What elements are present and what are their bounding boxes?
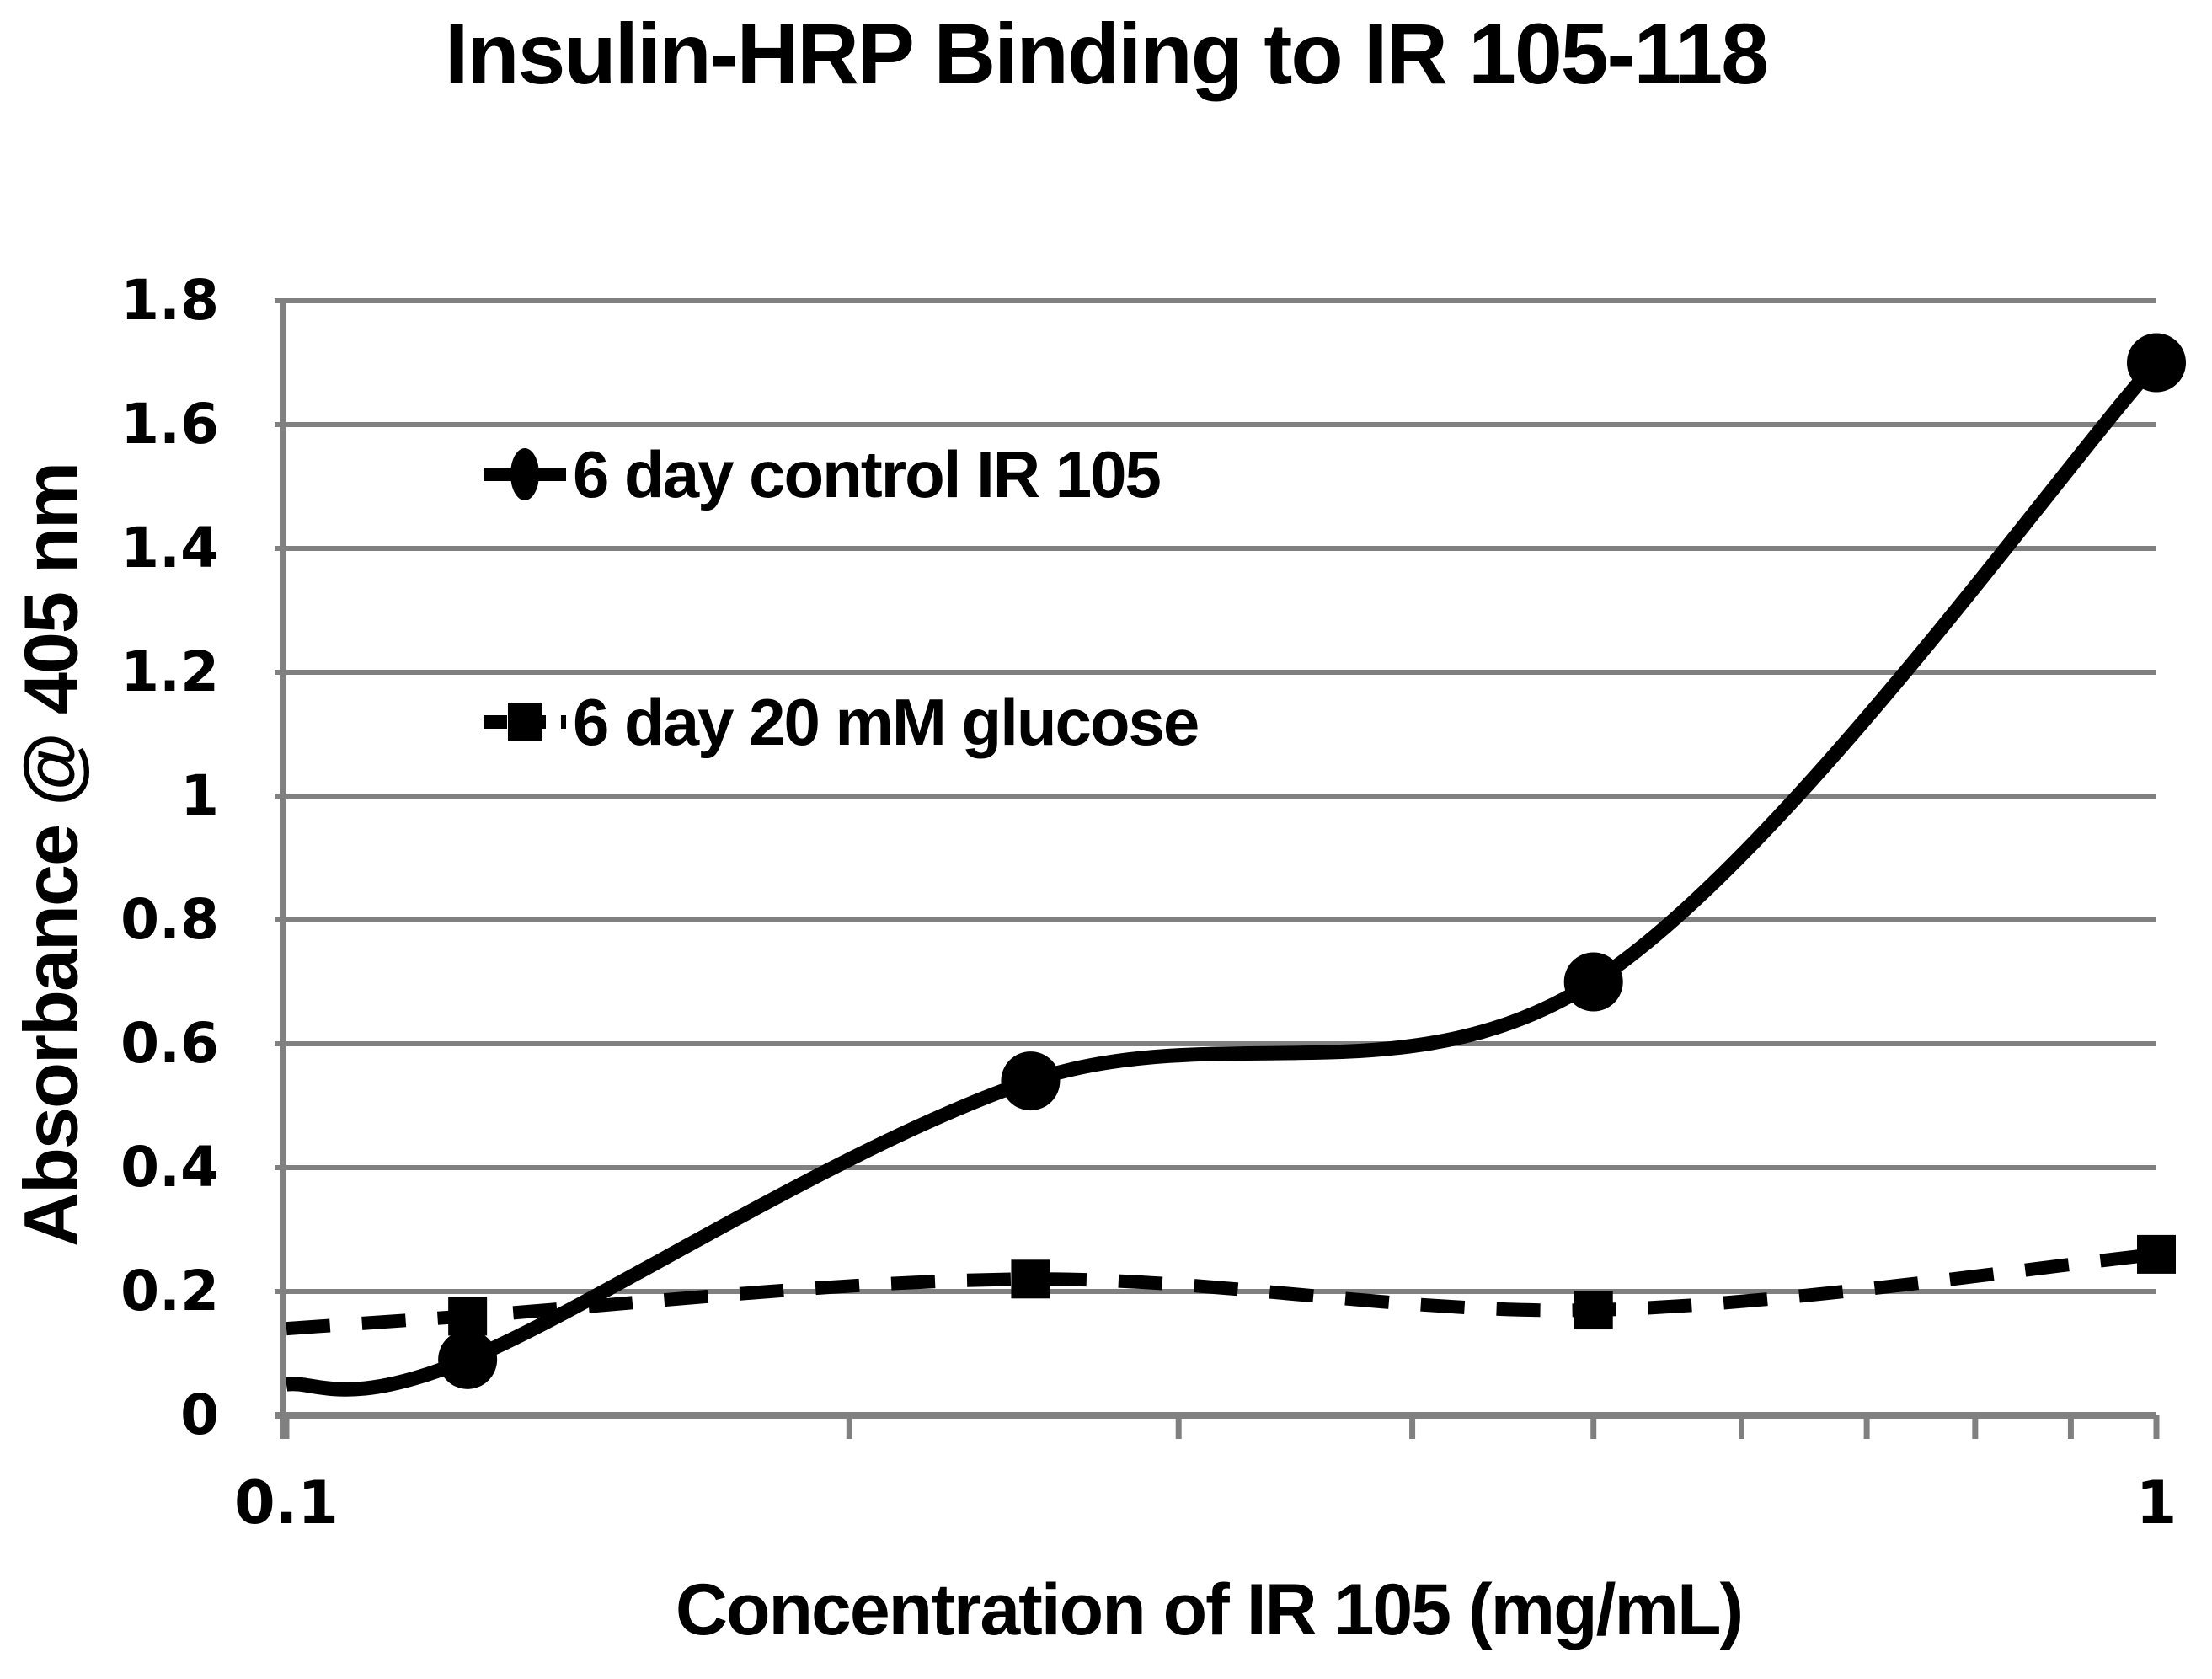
y-tick-label: 0 [180, 1382, 219, 1447]
marker-circle [1563, 952, 1623, 1012]
marker-circle [2127, 333, 2186, 393]
marker-square [1011, 1259, 1050, 1299]
x-tick-label: 1 [2135, 1468, 2177, 1537]
marker-square [1574, 1291, 1613, 1330]
marker-circle [438, 1329, 498, 1389]
legend-swatch-control [484, 448, 566, 500]
y-tick-label: 1.2 [120, 639, 219, 704]
marker-circle [1001, 1051, 1061, 1111]
marker-square [2137, 1234, 2176, 1274]
legend-marker-square [508, 703, 542, 741]
y-tick-label: 0.2 [120, 1259, 219, 1323]
legend-swatch-glucose [484, 703, 566, 741]
marker-square [448, 1297, 488, 1336]
x-axis-title: Concentration of IR 105 (mg/mL) [675, 1569, 1744, 1650]
y-tick-label: 0.4 [120, 1135, 219, 1200]
y-tick-label: 0.6 [120, 1011, 219, 1076]
y-tick-label: 1.4 [120, 516, 219, 580]
y-tick-label: 1.8 [120, 268, 219, 333]
legend-label-control: 6 day control IR 105 [573, 437, 1162, 511]
x-tick-label: 0.1 [233, 1468, 339, 1537]
legend-marker-circle [510, 448, 539, 500]
chart-title: Insulin-HRP Binding to IR 105-118 [444, 6, 1769, 102]
y-tick-label: 1.6 [120, 392, 219, 457]
y-tick-label: 0.8 [120, 887, 219, 952]
legend-label-glucose: 6 day 20 mM glucose [573, 685, 1200, 759]
y-tick-label: 1 [180, 763, 219, 828]
